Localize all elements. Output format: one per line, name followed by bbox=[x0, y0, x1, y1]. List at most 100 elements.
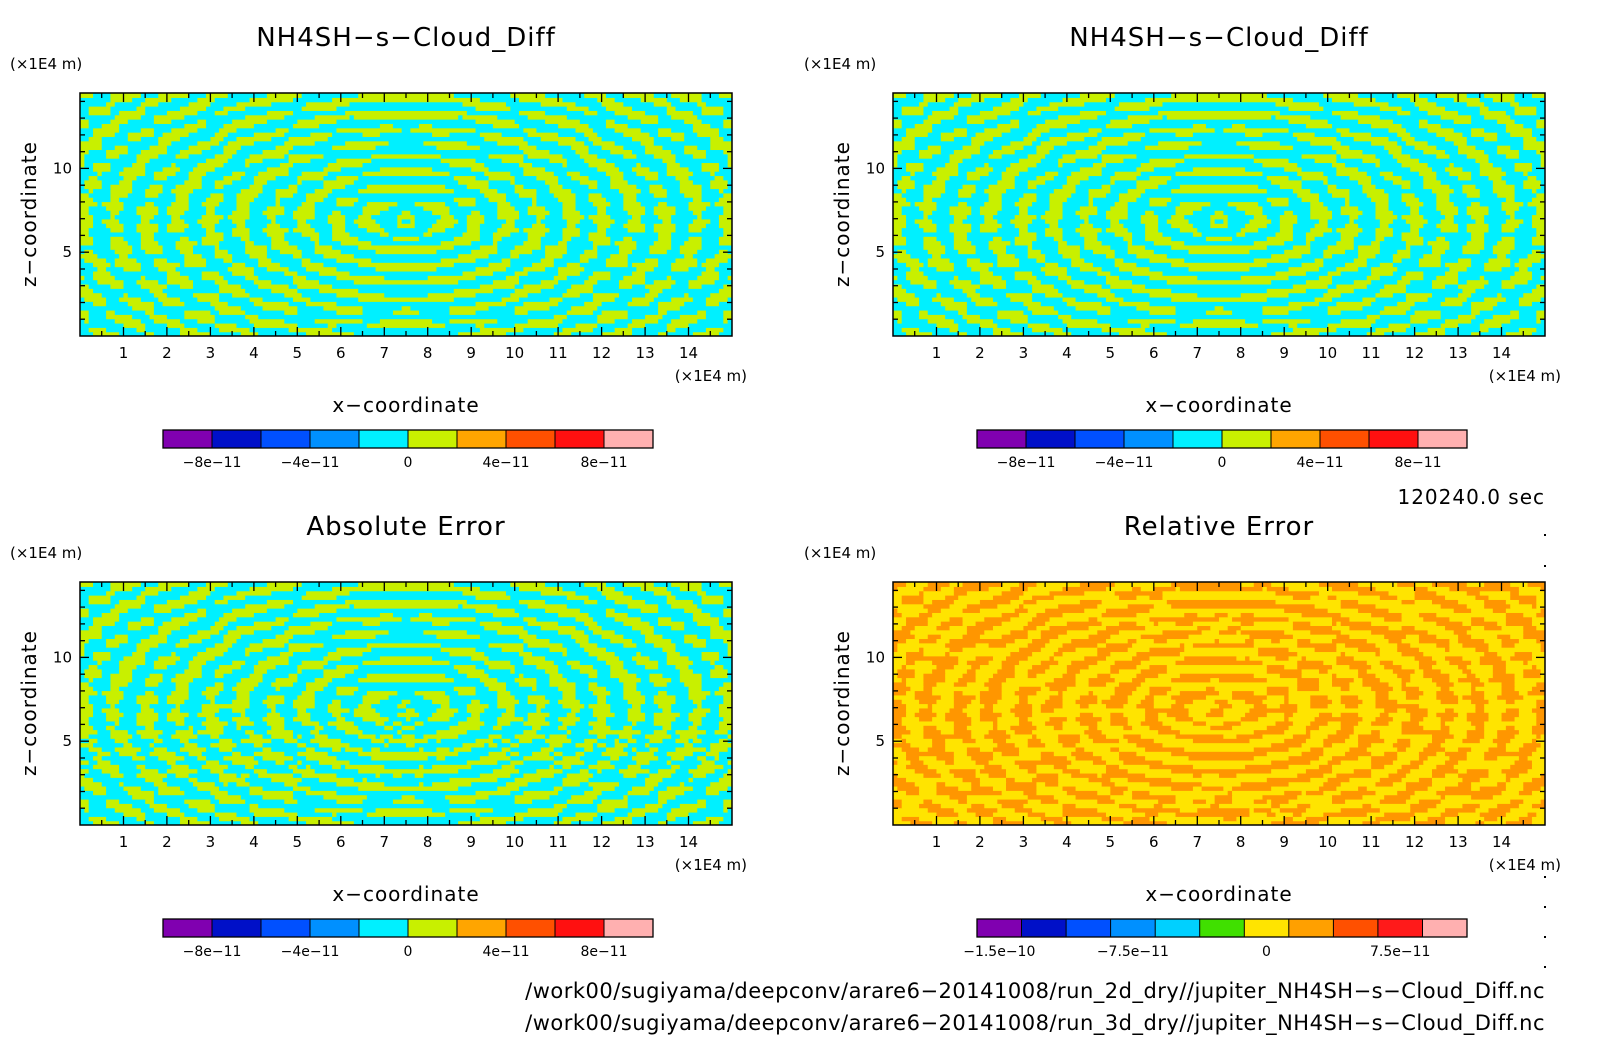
heatmap-cell bbox=[997, 301, 1024, 307]
heatmap-cell bbox=[201, 240, 220, 246]
heatmap-cell bbox=[93, 132, 116, 137]
heatmap-cell bbox=[562, 201, 577, 207]
heatmap-cell bbox=[314, 240, 320, 246]
heatmap-cell bbox=[1036, 236, 1055, 242]
heatmap-cell bbox=[188, 192, 211, 198]
heatmap-cell bbox=[558, 270, 581, 276]
heatmap-cell bbox=[114, 114, 142, 120]
heatmap-cell bbox=[519, 279, 542, 285]
heatmap-cell bbox=[93, 162, 112, 168]
heatmap-cell bbox=[614, 785, 633, 791]
x-tick-label: 8 bbox=[423, 344, 433, 362]
heatmap-cell bbox=[623, 772, 637, 778]
heatmap-cell bbox=[1145, 236, 1172, 242]
heatmap-cell bbox=[536, 197, 559, 203]
heatmap-cell bbox=[1540, 162, 1545, 168]
heatmap-cell bbox=[692, 218, 711, 224]
heatmap-cell bbox=[471, 249, 498, 255]
x-tick-label: 3 bbox=[206, 344, 216, 362]
heatmap-cell bbox=[1084, 288, 1111, 294]
heatmap-cell bbox=[353, 720, 377, 726]
heatmap-cell bbox=[540, 236, 564, 242]
heatmap-cell bbox=[471, 166, 490, 172]
heatmap-cell bbox=[692, 720, 703, 726]
heatmap-cell bbox=[1410, 227, 1420, 233]
heatmap-cell bbox=[610, 725, 624, 731]
heatmap-cell bbox=[510, 772, 524, 778]
heatmap-cell bbox=[245, 798, 285, 804]
heatmap-cell bbox=[545, 694, 564, 700]
heatmap-cell bbox=[1436, 93, 1468, 98]
heatmap-cell bbox=[240, 331, 259, 336]
heatmap-cell bbox=[140, 283, 168, 289]
heatmap-cell bbox=[314, 318, 364, 324]
heatmap-cell bbox=[640, 707, 664, 713]
heatmap-cell bbox=[1514, 110, 1537, 116]
heatmap-cell bbox=[1079, 205, 1098, 211]
heatmap-cell bbox=[375, 249, 438, 255]
heatmap-cell bbox=[179, 166, 194, 172]
heatmap-cell bbox=[284, 270, 298, 276]
heatmap-cell bbox=[179, 136, 211, 142]
heatmap-cell bbox=[1510, 101, 1520, 107]
heatmap-cell bbox=[193, 729, 198, 735]
heatmap-cell bbox=[1201, 231, 1237, 237]
heatmap-cell bbox=[1431, 283, 1446, 289]
colorbar-label: −4e−11 bbox=[1095, 455, 1154, 471]
heatmap-cell bbox=[240, 188, 264, 194]
heatmap-cell bbox=[127, 240, 142, 246]
heatmap-cell bbox=[684, 634, 698, 640]
heatmap-cell bbox=[893, 275, 898, 281]
heatmap-cell bbox=[953, 236, 968, 242]
heatmap-cell bbox=[579, 270, 594, 276]
heatmap-cell bbox=[292, 651, 329, 657]
heatmap-cell bbox=[1014, 240, 1033, 246]
heatmap-cell bbox=[1184, 153, 1255, 159]
heatmap-cell bbox=[692, 642, 707, 648]
heatmap-cell bbox=[723, 772, 732, 778]
heatmap-cell bbox=[1536, 192, 1545, 198]
heatmap-cell bbox=[1145, 283, 1294, 289]
heatmap-cell bbox=[1245, 318, 1264, 324]
heatmap-cell bbox=[475, 197, 490, 203]
heatmap-cell bbox=[175, 681, 190, 687]
heatmap-cell bbox=[588, 768, 598, 774]
y-unit-label: (×1E4 m) bbox=[804, 55, 876, 73]
heatmap-cell bbox=[940, 253, 998, 259]
heatmap-cell bbox=[1379, 314, 1411, 320]
heatmap-cell bbox=[1531, 197, 1545, 203]
heatmap-cell bbox=[458, 668, 485, 674]
heatmap-cell bbox=[93, 677, 112, 683]
heatmap-cell bbox=[119, 781, 125, 787]
heatmap-cell bbox=[497, 677, 516, 683]
heatmap-cell bbox=[358, 214, 372, 220]
heatmap-cell bbox=[579, 699, 598, 705]
heatmap-cell bbox=[718, 166, 732, 172]
heatmap-cell bbox=[1358, 253, 1377, 259]
heatmap-cell bbox=[197, 616, 220, 622]
heatmap-cell bbox=[901, 318, 929, 324]
heatmap-cell bbox=[1388, 223, 1411, 229]
heatmap-cell bbox=[475, 664, 490, 670]
heatmap-cell bbox=[588, 149, 611, 155]
heatmap-cell bbox=[1462, 244, 1485, 250]
heatmap-cell bbox=[901, 175, 911, 181]
heatmap-cell bbox=[979, 292, 1007, 298]
heatmap-cell bbox=[645, 733, 672, 739]
heatmap-cell bbox=[545, 703, 564, 709]
heatmap-cell bbox=[488, 253, 511, 259]
heatmap-cell bbox=[1340, 231, 1359, 237]
heatmap-cell bbox=[484, 136, 524, 142]
heatmap-cell bbox=[553, 759, 585, 765]
heatmap-cell bbox=[1040, 279, 1068, 285]
heatmap-cell bbox=[1401, 257, 1420, 263]
heatmap-cell bbox=[136, 699, 159, 705]
heatmap-cell bbox=[1497, 149, 1520, 155]
heatmap-cell bbox=[932, 179, 946, 185]
heatmap-cell bbox=[1058, 240, 1068, 246]
heatmap-cell bbox=[1066, 132, 1098, 137]
heatmap-cell bbox=[80, 283, 90, 289]
heatmap-cell bbox=[1371, 132, 1398, 137]
heatmap-cell bbox=[627, 707, 642, 713]
heatmap-cell bbox=[645, 292, 659, 298]
